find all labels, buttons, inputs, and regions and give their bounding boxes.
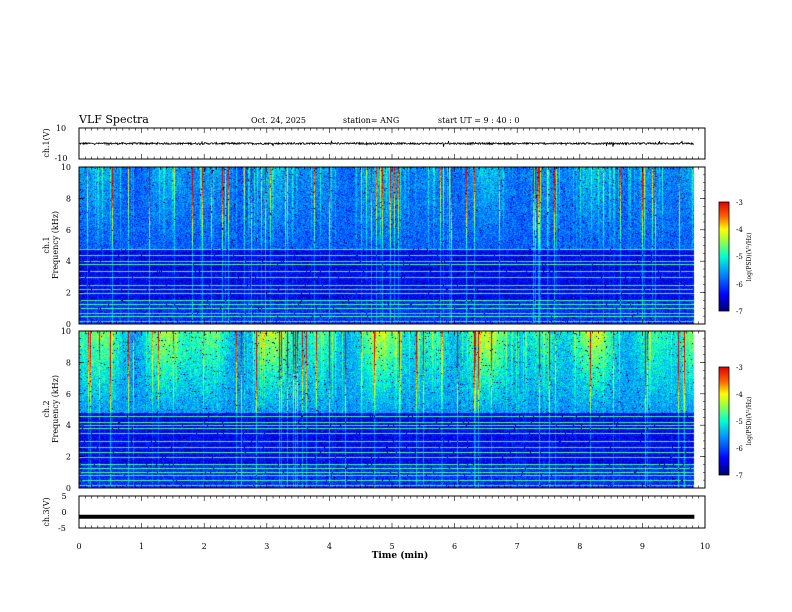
date-label: Oct. 24, 2025 bbox=[251, 116, 306, 125]
ch1-colorbar-tick: -7 bbox=[736, 308, 743, 316]
x-tick-label: 1 bbox=[139, 542, 144, 551]
ch3-waveform-ylabel: ch.3(V) bbox=[42, 497, 51, 526]
x-tick-label: 3 bbox=[264, 542, 269, 551]
x-axis-label: Time (min) bbox=[372, 550, 429, 561]
ch1-colorbar-label: log(PSD)(V²/Hz) bbox=[746, 233, 753, 282]
ch1-ytick-top: 10 bbox=[56, 124, 66, 133]
x-tick-label: 2 bbox=[202, 542, 207, 551]
y-tick-label: 10 bbox=[61, 163, 71, 172]
ch1-spectrogram-ylabel-2: Frequency (kHz) bbox=[51, 211, 60, 279]
x-tick-label: 8 bbox=[577, 542, 582, 551]
x-tick-label: 0 bbox=[76, 542, 81, 551]
x-tick-label: 10 bbox=[700, 542, 710, 551]
ch1-colorbar-tick: -6 bbox=[736, 281, 743, 289]
ch2-spectrogram-image bbox=[79, 331, 705, 488]
y-tick-label: 4 bbox=[66, 421, 71, 430]
y-tick-label: 4 bbox=[66, 257, 71, 266]
ch2-colorbar-tick: -4 bbox=[736, 391, 743, 399]
ch1-colorbar-tick: -4 bbox=[736, 226, 743, 234]
ch2-colorbar-tick: -7 bbox=[736, 472, 743, 480]
ch1-waveform-trace bbox=[79, 139, 695, 147]
ch1-spectrogram-image bbox=[79, 167, 705, 324]
y-tick-label: 2 bbox=[66, 289, 71, 298]
ch1-colorbar-tick: -5 bbox=[736, 253, 743, 261]
ch2-spectrogram-ylabel-2: Frequency (kHz) bbox=[51, 375, 60, 443]
ch1-waveform-ylabel: ch.1(V) bbox=[42, 128, 51, 157]
ch1-spectrogram-ylabel-1: ch.1 bbox=[42, 236, 51, 253]
y-tick-label: 10 bbox=[61, 327, 71, 336]
ch1-ytick-bottom: -10 bbox=[55, 154, 68, 163]
station-label: station= ANG bbox=[343, 116, 399, 125]
ch2-colorbar-gradient bbox=[718, 366, 730, 476]
x-tick-label: 4 bbox=[327, 542, 332, 551]
ch1-colorbar: -3 -4 -5 -6 -7 log(PSD)(V²/Hz) bbox=[718, 199, 753, 316]
ch2-spectrogram-panel: ch.2 Frequency (kHz) 0 2 4 6 8 10 bbox=[42, 327, 706, 493]
ch2-colorbar-label: log(PSD)(V²/Hz) bbox=[746, 397, 753, 446]
y-tick-label: 0 bbox=[66, 320, 71, 329]
ch3-ytick-mid: 0 bbox=[61, 508, 66, 517]
ch2-spectrogram-ylabel-1: ch.2 bbox=[42, 400, 51, 417]
x-tick-label: 7 bbox=[515, 542, 520, 551]
ch2-colorbar-tick: -3 bbox=[736, 364, 743, 372]
y-tick-label: 0 bbox=[66, 484, 71, 493]
ch2-colorbar-tick: -5 bbox=[736, 418, 743, 426]
ch1-colorbar-gradient bbox=[718, 201, 730, 312]
y-tick-label: 6 bbox=[66, 390, 71, 399]
figure-title: VLF Spectra bbox=[78, 113, 149, 126]
ch3-ytick-top: 5 bbox=[61, 492, 66, 501]
ch2-colorbar: -3 -4 -5 -6 -7 log(PSD)(V²/Hz) bbox=[718, 364, 753, 480]
y-tick-label: 8 bbox=[66, 358, 71, 367]
start-time-label: start UT = 9 : 40 : 0 bbox=[438, 116, 519, 125]
ch2-colorbar-tick: -6 bbox=[736, 445, 743, 453]
y-tick-label: 2 bbox=[66, 453, 71, 462]
y-tick-label: 6 bbox=[66, 226, 71, 235]
y-tick-label: 8 bbox=[66, 194, 71, 203]
x-tick-label: 9 bbox=[640, 542, 645, 551]
ch1-colorbar-tick: -3 bbox=[736, 199, 743, 207]
x-tick-label: 6 bbox=[452, 542, 457, 551]
ch3-ytick-bottom: -5 bbox=[58, 524, 66, 533]
x-tick-label: 5 bbox=[389, 542, 394, 551]
ch1-spectrogram-panel: ch.1 Frequency (kHz) 0 2 4 6 8 10 bbox=[42, 163, 706, 329]
